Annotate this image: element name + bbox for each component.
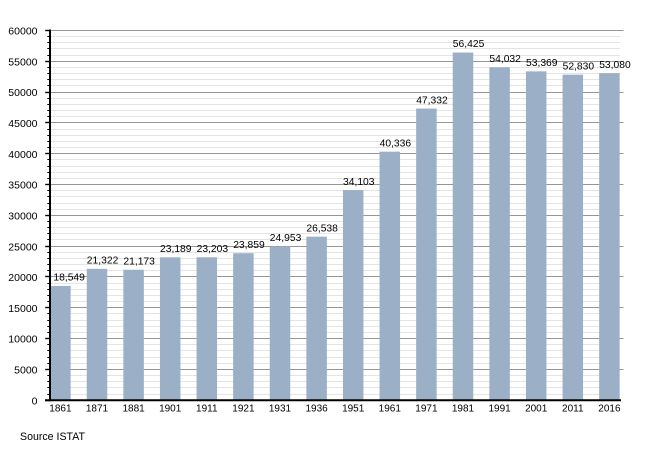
svg-text:1951: 1951 [342, 404, 365, 415]
svg-text:50000: 50000 [8, 87, 37, 99]
svg-text:2016: 2016 [598, 404, 621, 415]
svg-text:23,203: 23,203 [197, 244, 229, 255]
svg-text:21,322: 21,322 [87, 256, 119, 267]
svg-text:1911: 1911 [196, 404, 218, 415]
svg-text:2001: 2001 [525, 404, 548, 415]
svg-text:47,332: 47,332 [416, 95, 448, 106]
svg-text:Source ISTAT: Source ISTAT [20, 431, 85, 443]
svg-text:15000: 15000 [8, 303, 37, 315]
svg-text:24,953: 24,953 [270, 233, 302, 244]
svg-text:25000: 25000 [8, 241, 37, 253]
svg-text:1901: 1901 [159, 404, 182, 415]
svg-text:10000: 10000 [8, 334, 37, 346]
svg-text:1931: 1931 [269, 404, 292, 415]
svg-text:1936: 1936 [305, 404, 328, 415]
svg-text:53,080: 53,080 [599, 60, 631, 71]
svg-text:34,103: 34,103 [343, 177, 375, 188]
svg-text:21,173: 21,173 [123, 256, 155, 267]
svg-text:1991: 1991 [488, 404, 511, 415]
svg-text:40000: 40000 [8, 149, 37, 161]
svg-text:18,549: 18,549 [53, 273, 85, 284]
svg-text:55000: 55000 [8, 56, 37, 68]
svg-text:1961: 1961 [379, 404, 402, 415]
svg-text:20000: 20000 [8, 272, 37, 284]
svg-text:5000: 5000 [14, 364, 38, 376]
svg-text:0: 0 [32, 395, 38, 407]
svg-text:23,859: 23,859 [233, 240, 265, 251]
svg-text:52,830: 52,830 [563, 61, 595, 72]
svg-text:26,538: 26,538 [306, 223, 338, 234]
svg-text:53,369: 53,369 [526, 58, 558, 69]
svg-text:1981: 1981 [452, 404, 475, 415]
svg-text:2011: 2011 [562, 404, 584, 415]
svg-text:54,032: 54,032 [489, 54, 521, 65]
svg-text:40,336: 40,336 [380, 138, 412, 149]
svg-text:23,189: 23,189 [160, 244, 192, 255]
svg-text:1861: 1861 [49, 404, 72, 415]
svg-text:30000: 30000 [8, 210, 37, 222]
svg-text:1971: 1971 [415, 404, 438, 415]
svg-text:60000: 60000 [8, 26, 37, 38]
svg-text:1881: 1881 [122, 404, 145, 415]
svg-text:1871: 1871 [86, 404, 109, 415]
svg-text:35000: 35000 [8, 180, 37, 192]
svg-text:56,425: 56,425 [453, 39, 485, 50]
svg-text:45000: 45000 [8, 118, 37, 130]
svg-text:1921: 1921 [232, 404, 255, 415]
